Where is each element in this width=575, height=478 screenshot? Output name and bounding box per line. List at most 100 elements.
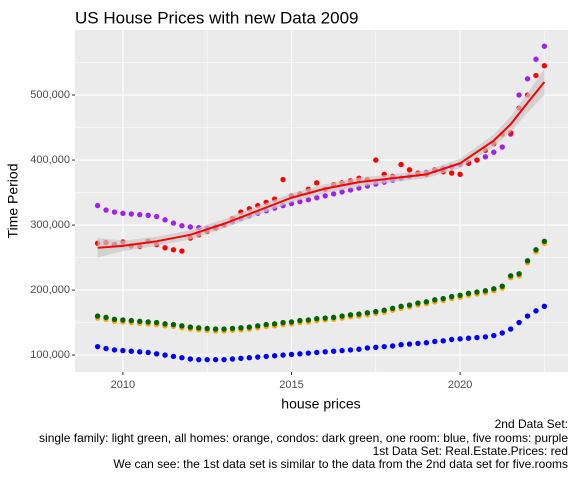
data-point [229,356,236,362]
data-point [170,220,177,226]
data-point [128,317,135,324]
data-point [187,324,194,330]
data-point [246,354,253,361]
data-point [381,343,387,350]
data-point [364,345,371,351]
data-point [120,210,126,217]
data-point [305,350,312,356]
y-axis-label: Time Period [5,164,21,239]
data-point [196,325,202,331]
data-point [179,323,185,329]
data-point [398,341,404,348]
data-point [314,349,320,356]
smooth-line [97,81,546,249]
data-point [145,212,151,219]
data-point [111,316,118,323]
data-point [457,336,463,342]
y-tick-label: 400,000 [30,154,70,166]
data-point [356,311,362,317]
data-point [457,171,463,178]
data-point [162,217,168,223]
data-point [111,209,118,215]
data-point [389,305,396,311]
data-point [524,313,531,319]
data-point [137,349,143,355]
data-point [103,207,109,213]
data-point [196,356,202,363]
data-point [339,313,345,319]
data-point [280,176,286,183]
data-point [398,303,404,310]
data-point [204,356,210,363]
plot-panel [75,30,568,372]
data-point [507,273,514,279]
data-point [347,312,354,318]
data-point [255,323,261,329]
data-point [94,202,101,209]
data-point [170,247,177,253]
data-point [491,286,497,292]
data-point [128,211,135,217]
data-point [263,321,269,328]
data-point [314,195,320,201]
data-point [482,334,489,340]
data-point [297,351,303,357]
data-point [516,319,522,326]
caption-line: 2nd Data Set: [495,417,568,431]
data-point [389,343,396,349]
data-point [187,356,194,362]
data-point [423,340,430,346]
data-point [339,347,345,354]
data-point [145,349,151,356]
data-point [271,321,278,327]
data-point [448,336,455,343]
data-point [356,346,362,352]
chart-title: US House Prices with new Data 2009 [75,8,358,27]
data-point [406,302,413,308]
data-point [314,180,320,186]
data-point [305,196,312,203]
data-point [94,343,101,350]
data-point [128,348,135,354]
data-point [246,324,253,330]
data-point [288,351,295,358]
y-tick-label: 300,000 [30,219,70,231]
data-point [474,157,480,163]
data-point [322,315,328,321]
data-point [305,317,312,323]
data-point [465,290,472,297]
x-tick-label: 2010 [111,379,135,391]
data-point [263,353,269,360]
data-point [507,326,514,332]
data-point [103,314,109,321]
data-point [482,154,489,160]
data-point [330,191,337,197]
data-point [162,245,168,251]
data-point [491,149,497,155]
caption-line: 1st Data Set: Real.Estate.Prices: red [373,444,568,458]
data-point [373,157,379,163]
data-point [120,317,126,323]
data-point [111,347,118,353]
data-point [373,308,379,315]
data-point [524,76,531,82]
data-point [398,161,404,168]
data-point [103,345,109,352]
data-point [499,144,505,150]
data-point [415,340,421,347]
caption-line: single family: light green, all homes: o… [39,431,568,445]
data-point [153,213,160,220]
data-point [280,319,286,326]
data-point [440,338,446,344]
y-tick-label: 100,000 [30,349,70,361]
data-point [533,56,539,62]
data-point [533,308,539,314]
data-point [541,63,548,69]
data-point [322,349,328,355]
data-point [423,299,430,305]
data-point [187,224,194,230]
data-point [179,223,185,229]
data-point [474,289,480,295]
caption-line: We can see: the 1st data set is similar … [113,457,568,471]
data-point [170,321,177,328]
